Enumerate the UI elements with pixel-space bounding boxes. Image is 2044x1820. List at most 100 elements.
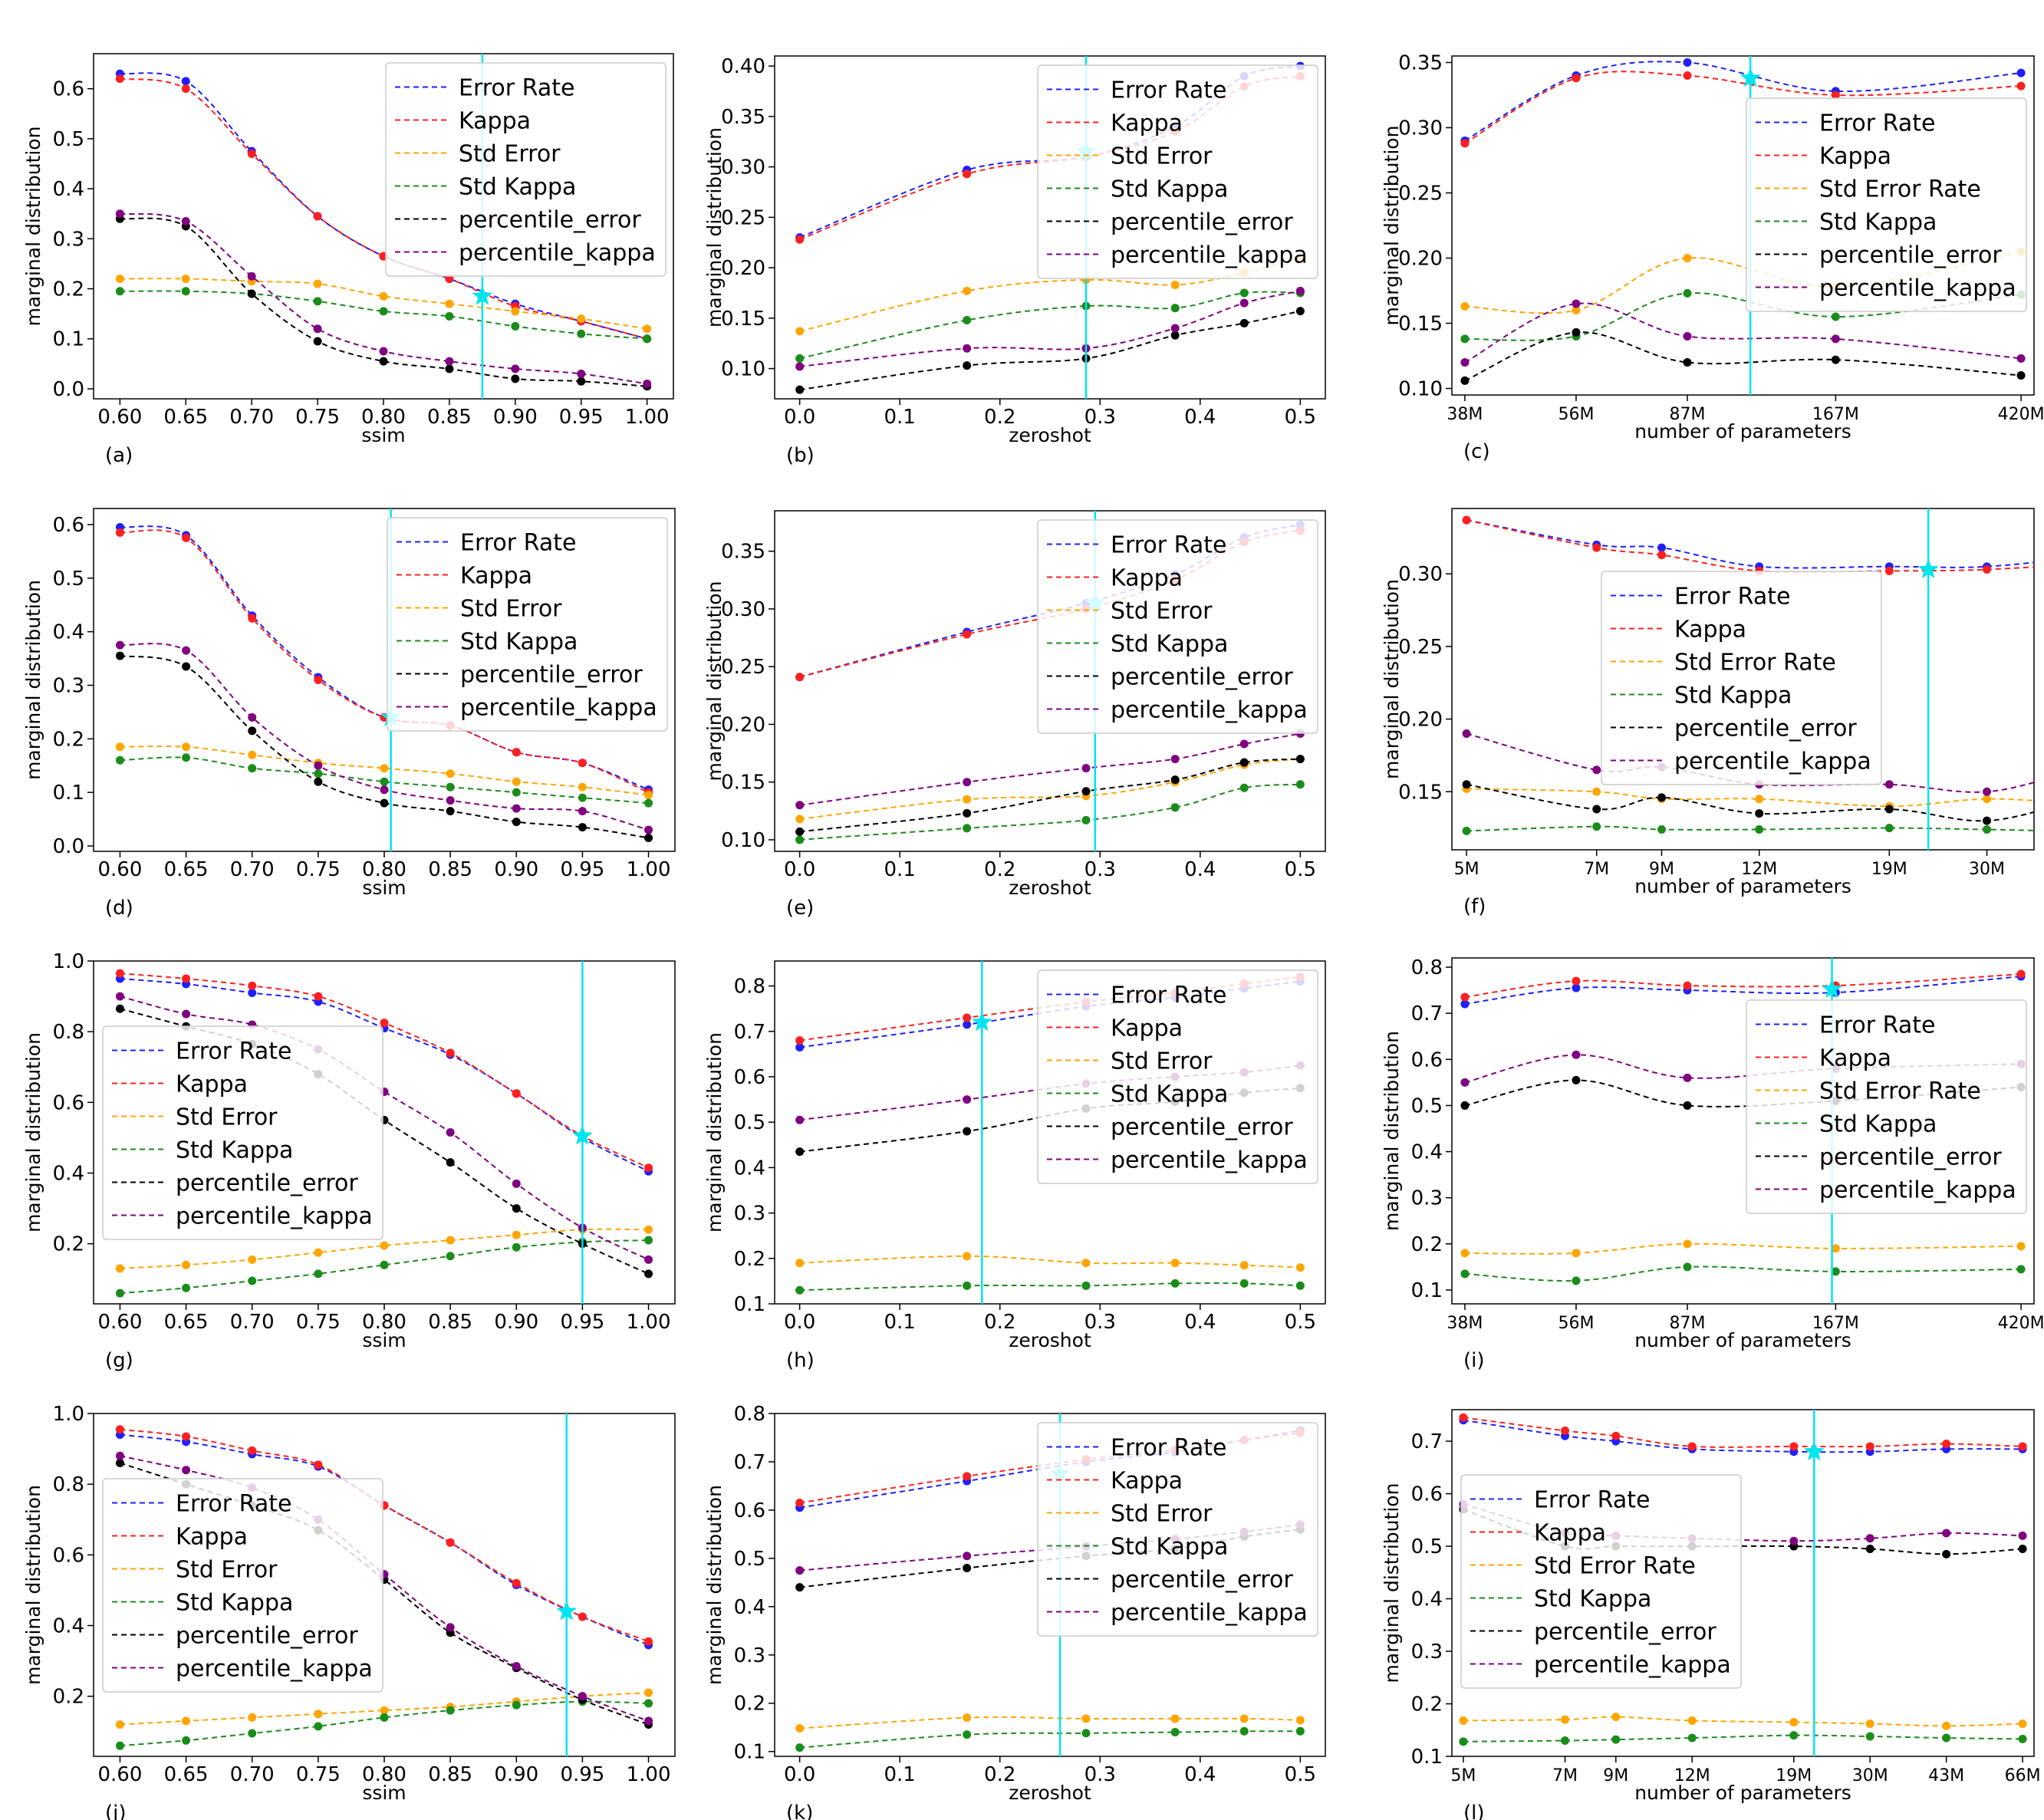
series-line-std-error [120, 1692, 649, 1726]
data-point [1884, 805, 1894, 814]
data-point [512, 788, 521, 797]
legend: Error Rate Kappa Std Error Rate Std Kappa pe… [1746, 97, 2027, 312]
legend-box [1037, 1422, 1318, 1637]
data-point [795, 1743, 805, 1753]
data-point [512, 1661, 521, 1670]
legend: Error Rate Kappa Std Error Rate Std Kappa pe… [1746, 999, 2027, 1214]
data-point [577, 314, 586, 324]
data-point [1170, 280, 1180, 289]
y-tick-label: 0.6 [53, 1544, 84, 1567]
legend-label: Kappa [176, 1071, 248, 1098]
data-point [512, 1179, 521, 1188]
data-point [248, 750, 257, 759]
data-point [644, 1716, 653, 1726]
data-point [1572, 306, 1581, 314]
data-point [1831, 1244, 1840, 1253]
y-axis-label: marginal distribution [703, 127, 726, 327]
optimum-star-icon [556, 1601, 578, 1621]
data-point [446, 769, 455, 778]
data-point [1592, 805, 1601, 814]
data-point [1081, 764, 1091, 773]
x-axis-label: ssim [361, 424, 405, 446]
x-tick-label: 0.5 [1285, 858, 1316, 881]
data-point [578, 1692, 587, 1701]
x-tick-label: 9M [1649, 860, 1674, 879]
x-tick-label: 0.2 [984, 1311, 1015, 1334]
data-point [181, 287, 190, 296]
data-point [182, 533, 191, 542]
data-point [1755, 824, 1764, 834]
x-tick-label: 0.65 [164, 858, 209, 881]
x-tick-label: 0.5 [1285, 1311, 1316, 1334]
optimum-star-icon [1740, 67, 1761, 87]
y-tick-label: 0.6 [1411, 1048, 1443, 1071]
data-point [2016, 68, 2026, 77]
legend-label: percentile_error [1534, 1619, 1716, 1646]
data-point [182, 974, 191, 983]
data-point [446, 1048, 455, 1058]
data-point [248, 1255, 257, 1264]
data-point [512, 748, 521, 757]
data-point [511, 374, 520, 383]
data-point [1789, 1717, 1799, 1726]
data-point [963, 361, 972, 370]
x-axis-label: ssim [362, 877, 406, 899]
data-point [1683, 358, 1692, 367]
legend-label: Std Error Rate [1819, 1078, 1981, 1105]
data-point [182, 1283, 191, 1292]
optimum-star-icon [572, 1125, 593, 1145]
data-point [1592, 765, 1601, 775]
data-point [577, 329, 586, 338]
legend-label: Std Kappa [1534, 1586, 1651, 1613]
data-point [795, 1259, 805, 1268]
data-point [248, 1729, 257, 1738]
data-point [182, 1432, 191, 1441]
y-tick-label: 0.6 [53, 514, 84, 537]
legend-label: Std Kappa [176, 1137, 293, 1164]
x-tick-label: 0.75 [296, 1311, 341, 1334]
x-tick-label: 0.75 [295, 406, 340, 429]
series-line-std-kappa [120, 1239, 649, 1295]
data-point [1831, 1267, 1840, 1276]
data-point [1239, 758, 1249, 767]
data-point [963, 778, 972, 787]
legend: Error Rate Kappa Std Error Std Kappa percent… [1037, 1422, 1318, 1637]
legend-label: Std Error Rate [1819, 176, 1981, 203]
y-tick-label: 0.5 [1411, 1535, 1443, 1558]
data-point [643, 324, 652, 334]
x-tick-label: 0.0 [784, 858, 815, 881]
legend-label: Error Rate [460, 530, 576, 557]
legend-label: Std Kappa [1819, 1111, 1937, 1138]
data-point [1865, 1534, 1874, 1543]
data-point [247, 149, 256, 158]
legend-label: Std Error [1111, 1048, 1213, 1075]
legend-label: Error Rate [176, 1038, 291, 1065]
legend-label: percentile_kappa [1111, 1147, 1308, 1174]
optimum-star-icon [472, 285, 493, 305]
data-point [313, 324, 322, 334]
x-tick-label: 0.90 [494, 1311, 538, 1334]
legend-label: Error Rate [1111, 982, 1226, 1009]
data-point [248, 1276, 257, 1285]
chart-panel-b: 0.10 0.15 0.20 0.25 0.30 0.35 0.40 0.0 0.1 0.2 0.3… [703, 55, 1326, 467]
legend-label: Kappa [1111, 1015, 1183, 1042]
y-axis-label: marginal distribution [703, 1485, 726, 1685]
data-point [1081, 1259, 1091, 1268]
data-point [314, 992, 323, 1001]
legend-label: percentile_kappa [176, 1656, 373, 1683]
legend-label: percentile_kappa [1111, 697, 1308, 724]
data-point [1239, 1261, 1249, 1270]
y-tick-label: 0.30 [721, 598, 765, 621]
legend: Error Rate Kappa Std Error Std Kappa percent… [102, 1478, 383, 1693]
chart-panel-e: 0.10 0.15 0.20 0.25 0.30 0.35 0.0 0.1 0.2 0.3 0.4 0… [703, 510, 1326, 920]
x-tick-label: 0.3 [1085, 1311, 1116, 1334]
legend-label: Std Kappa [1111, 1081, 1228, 1108]
data-point [379, 291, 388, 301]
y-tick-label: 0.3 [1411, 1641, 1443, 1664]
x-tick-label: 12M [1741, 860, 1777, 879]
data-point [380, 1260, 389, 1269]
data-point [1081, 1714, 1091, 1723]
y-tick-label: 0.35 [1398, 52, 1443, 75]
data-point [795, 673, 805, 682]
x-tick-label: 0.0 [784, 1763, 815, 1786]
